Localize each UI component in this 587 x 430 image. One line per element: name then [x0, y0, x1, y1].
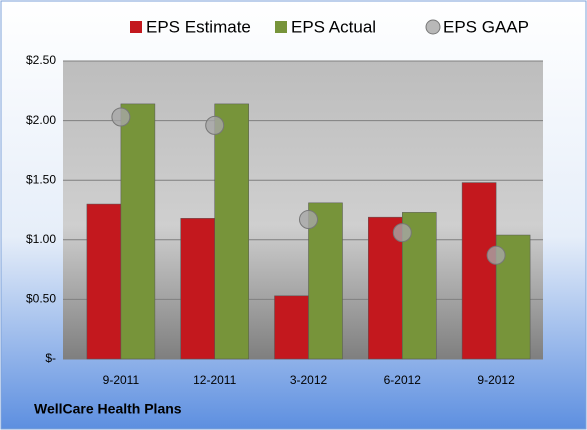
- marker: [111, 107, 131, 127]
- x-tick-label: 9-2011: [103, 373, 140, 387]
- y-tick-label: $2.50: [26, 53, 56, 67]
- legend-swatch: [275, 21, 287, 33]
- y-tick-label: $1.50: [26, 172, 56, 186]
- legend-swatch: [130, 21, 142, 33]
- marker: [299, 210, 318, 230]
- legend-label: EPS Estimate: [146, 17, 251, 36]
- marker: [392, 223, 412, 243]
- bar: [461, 182, 497, 360]
- bar: [86, 203, 122, 360]
- bar: [274, 295, 309, 360]
- y-tick-label: $-: [45, 351, 56, 365]
- footnote: WellCare Health Plans: [34, 401, 182, 417]
- legend-label: EPS GAAP: [443, 17, 529, 36]
- x-tick-label: 12-2011: [193, 373, 236, 387]
- legend-swatch: [425, 19, 441, 35]
- bar: [214, 103, 249, 360]
- legend-label: EPS Actual: [291, 17, 376, 36]
- x-tick-label: 3-2012: [290, 373, 328, 387]
- marker: [205, 115, 225, 135]
- bar: [402, 212, 437, 360]
- x-tick-label: 6-2012: [384, 373, 422, 387]
- y-tick-label: $2.00: [26, 113, 56, 127]
- bar: [180, 218, 215, 360]
- y-tick-label: $0.50: [26, 292, 56, 306]
- y-tick-label: $1.00: [26, 232, 56, 246]
- x-tick-label: 9-2012: [477, 373, 515, 387]
- bar: [368, 216, 403, 360]
- marker: [486, 245, 506, 265]
- bar: [120, 103, 156, 360]
- bar: [308, 202, 343, 360]
